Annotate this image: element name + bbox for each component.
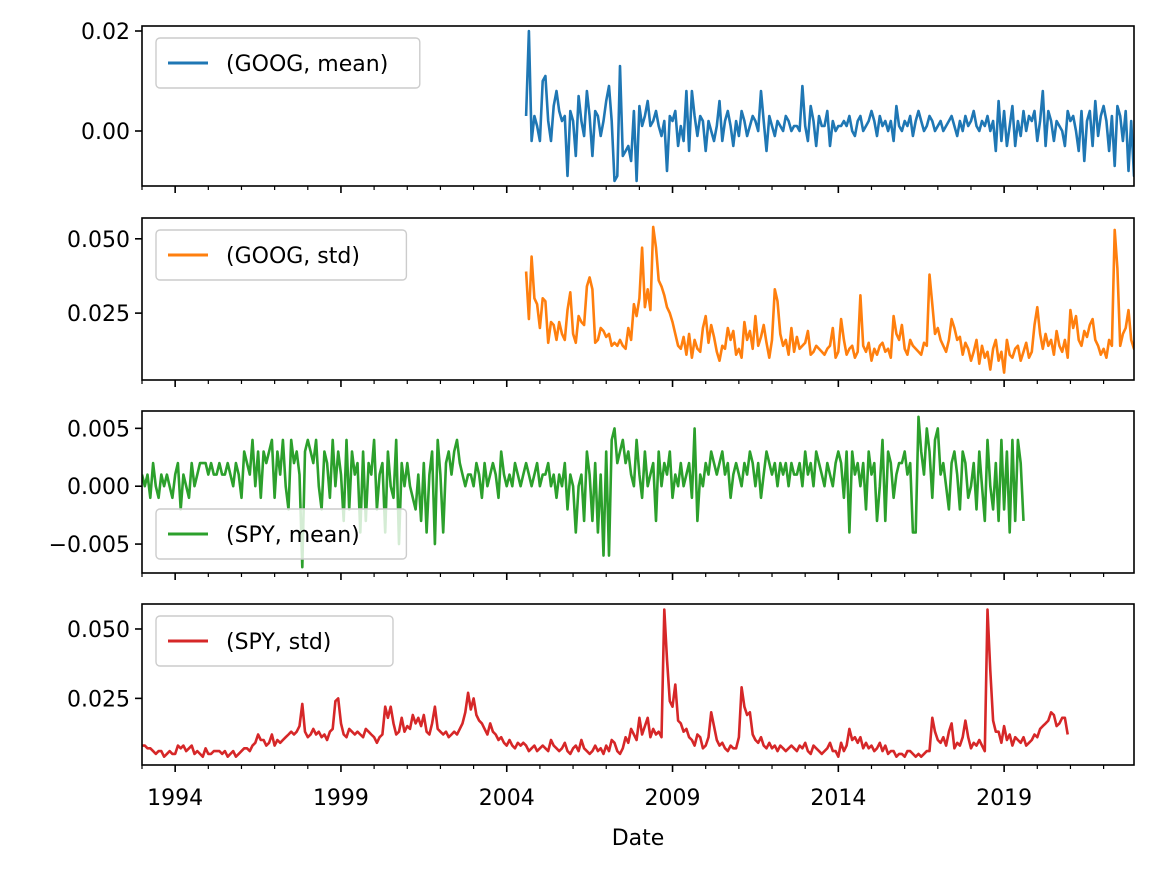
series-line <box>142 608 1069 759</box>
y-tick-label: 0.00 <box>81 120 130 145</box>
x-tick-label: 1994 <box>147 786 203 811</box>
legend-box <box>155 37 421 89</box>
legend: (GOOG, mean) <box>155 37 421 89</box>
x-tick-label: 1999 <box>313 786 369 811</box>
y-tick-label: 0.02 <box>81 20 130 45</box>
series-line <box>524 225 1134 374</box>
axes-frame <box>141 603 1135 766</box>
x-axis-title: Date <box>612 826 665 851</box>
y-tick-label: 0.000 <box>67 475 130 500</box>
legend-box <box>155 508 408 560</box>
legend: (SPY, mean) <box>155 508 408 560</box>
chart-panel: 0.050 0.025 (SPY, std) <box>67 603 1135 772</box>
chart-panel: 0.02 0.00 (GOOG, mean) <box>81 20 1135 193</box>
y-tick-label: 0.050 <box>67 618 130 643</box>
series-line <box>524 29 1134 183</box>
axes-frame <box>141 25 1135 187</box>
legend: (SPY, std) <box>155 615 394 667</box>
x-axis: 1994 1999 2004 2009 2014 2019 <box>147 786 1032 811</box>
y-tick-label: 0.025 <box>67 302 130 327</box>
legend-label: (SPY, mean) <box>226 523 360 548</box>
chart-panel: 0.050 0.025 (GOOG, std) <box>67 217 1135 387</box>
y-tick-label: 0.025 <box>67 687 130 712</box>
legend-label: (GOOG, std) <box>226 244 360 269</box>
axes-frame <box>141 410 1135 574</box>
legend-box <box>155 615 394 667</box>
series-line <box>142 415 1025 569</box>
x-tick-label: 2004 <box>479 786 535 811</box>
legend-label: (GOOG, mean) <box>226 52 388 77</box>
x-tick-label: 2014 <box>810 786 866 811</box>
y-tick-label: 0.050 <box>67 228 130 253</box>
chart-panel: 0.005 0.000 −0.005 (SPY, mean) <box>49 410 1135 580</box>
x-tick-label: 2019 <box>976 786 1032 811</box>
legend-label: (SPY, std) <box>226 630 331 655</box>
axes-frame <box>141 217 1135 381</box>
chart-panels: 0.02 0.00 (GOOG, mean) 0.050 0.025 (GOOG, std… <box>49 20 1135 772</box>
y-tick-label: −0.005 <box>49 533 130 558</box>
x-tick-label: 2009 <box>645 786 701 811</box>
legend: (GOOG, std) <box>155 229 408 281</box>
legend-box <box>155 229 408 281</box>
y-tick-label: 0.005 <box>67 417 130 442</box>
